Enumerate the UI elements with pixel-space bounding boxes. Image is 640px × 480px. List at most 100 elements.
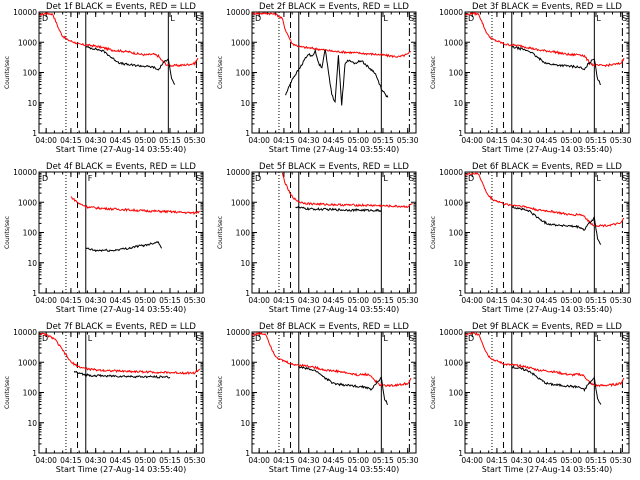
y-tick-label: 1: [245, 129, 250, 138]
x-tick-label: 05:00: [134, 456, 156, 465]
y-axis-label: Counts/sec: [217, 56, 224, 89]
corner-label: L: [383, 14, 388, 23]
x-tick-label: 04:00: [35, 296, 57, 305]
y-tick-label: 1000: [231, 198, 250, 207]
x-axis-label: Start Time (27-Aug-14 03:55:40): [56, 305, 187, 314]
events-rate-line: [285, 48, 389, 106]
corner-label: D: [468, 334, 474, 343]
x-tick-label: 04:45: [110, 136, 132, 145]
x-tick-label: 04:15: [273, 136, 295, 145]
y-tick-label: 10000: [13, 328, 37, 337]
y-tick-label: 1000: [444, 198, 463, 207]
x-tick-label: 04:00: [461, 296, 483, 305]
corner-label: L: [88, 334, 93, 343]
x-tick-label: 04:45: [536, 456, 558, 465]
events-rate-line: [511, 205, 602, 245]
chart-title: Det 1f BLACK = Events, RED = LLD: [46, 2, 196, 12]
y-axis-label: Counts/sec: [4, 216, 11, 249]
corner-label: F: [88, 174, 93, 183]
chart-panel: Det 4f BLACK = Events, RED = LLD 1 10 100 10…: [4, 162, 206, 314]
x-tick-label: 05:15: [585, 136, 607, 145]
corner-label: S: [622, 174, 627, 183]
y-axis-label: Counts/sec: [4, 56, 11, 89]
y-tick-label: 10: [27, 419, 37, 428]
y-tick-label: 1: [32, 129, 37, 138]
corner-label: S: [409, 174, 414, 183]
y-tick-label: 1000: [18, 198, 37, 207]
x-tick-label: 04:00: [35, 456, 57, 465]
x-tick-label: 04:45: [536, 136, 558, 145]
x-axis-label: Start Time (27-Aug-14 03:55:40): [269, 465, 400, 474]
corner-label: L: [170, 14, 175, 23]
chart-title: Det 9f BLACK = Events, RED = LLD: [472, 322, 622, 332]
corner-label: L: [383, 334, 388, 343]
events-rate-line: [511, 45, 602, 85]
corner-label: D: [255, 334, 261, 343]
events-rate-line: [298, 366, 389, 405]
plot-frame: [251, 331, 417, 454]
corner-label: D: [255, 174, 261, 183]
x-axis-label: Start Time (27-Aug-14 03:55:40): [482, 465, 613, 474]
x-tick-label: 05:30: [184, 136, 206, 145]
y-tick-label: 10000: [13, 168, 37, 177]
x-tick-label: 05:30: [610, 456, 632, 465]
plot-frame: [464, 11, 630, 134]
plot-frame: [251, 11, 417, 134]
x-tick-label: 04:15: [486, 136, 508, 145]
corner-label: S: [409, 334, 414, 343]
chart-panel: Det 9f BLACK = Events, RED = LLD 1 10 100 10…: [430, 322, 632, 474]
corner-label: S: [409, 14, 414, 23]
y-tick-label: 10: [240, 259, 250, 268]
x-tick-label: 05:15: [585, 296, 607, 305]
y-tick-label: 10: [27, 259, 37, 268]
x-tick-label: 04:45: [323, 456, 345, 465]
y-tick-label: 100: [449, 69, 464, 78]
y-axis-label: Counts/sec: [430, 376, 437, 409]
x-tick-label: 04:00: [461, 136, 483, 145]
x-tick-label: 04:15: [273, 456, 295, 465]
y-tick-label: 100: [236, 229, 251, 238]
plot-frame: [251, 171, 417, 294]
x-tick-label: 05:00: [560, 296, 582, 305]
x-tick-label: 05:15: [372, 136, 394, 145]
x-tick-label: 05:15: [372, 456, 394, 465]
x-tick-label: 05:30: [610, 296, 632, 305]
y-tick-label: 10: [453, 259, 463, 268]
x-axis-label: Start Time (27-Aug-14 03:55:40): [269, 145, 400, 154]
y-tick-label: 1000: [18, 358, 37, 367]
x-tick-label: 04:45: [110, 296, 132, 305]
x-tick-label: 05:00: [347, 456, 369, 465]
lld-rate-line: [70, 196, 200, 215]
x-tick-label: 04:45: [110, 456, 132, 465]
y-tick-label: 10: [240, 99, 250, 108]
x-tick-label: 04:30: [85, 136, 107, 145]
corner-label: L: [596, 14, 601, 23]
x-tick-label: 04:15: [60, 296, 82, 305]
y-tick-label: 1: [32, 289, 37, 298]
y-axis-label: Counts/sec: [430, 216, 437, 249]
y-tick-label: 1: [458, 289, 463, 298]
y-tick-label: 1000: [444, 38, 463, 47]
y-tick-label: 1: [32, 449, 37, 458]
x-tick-label: 05:15: [159, 136, 181, 145]
corner-label: S: [622, 14, 627, 23]
x-tick-label: 04:15: [486, 296, 508, 305]
y-tick-label: 10000: [439, 8, 463, 17]
chart-title: Det 8f BLACK = Events, RED = LLD: [259, 322, 409, 332]
y-tick-label: 10: [240, 419, 250, 428]
y-tick-label: 1000: [231, 38, 250, 47]
y-tick-label: 100: [23, 229, 38, 238]
y-tick-label: 10000: [439, 328, 463, 337]
y-axis-label: Counts/sec: [217, 216, 224, 249]
corner-label: L: [383, 174, 388, 183]
x-tick-label: 04:15: [486, 456, 508, 465]
y-tick-label: 1000: [444, 358, 463, 367]
y-tick-label: 10000: [439, 168, 463, 177]
events-rate-line: [295, 205, 382, 213]
lld-rate-line: [465, 172, 625, 228]
x-tick-label: 04:00: [248, 456, 270, 465]
x-tick-label: 04:30: [85, 296, 107, 305]
x-tick-label: 05:30: [184, 456, 206, 465]
corner-label: D: [255, 14, 261, 23]
